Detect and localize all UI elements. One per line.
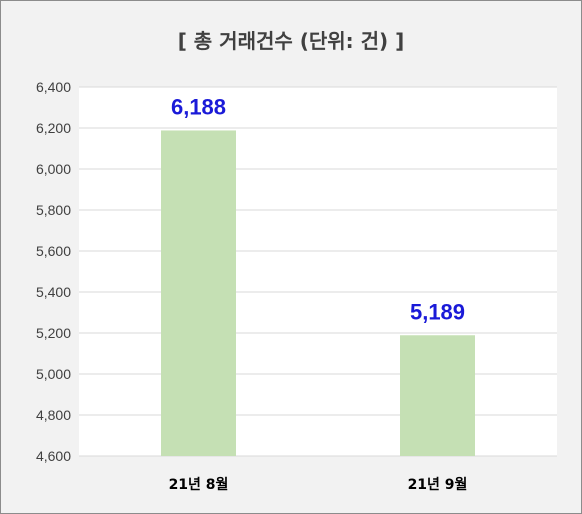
- x-category-label: 21년 8월: [169, 476, 229, 493]
- y-tick-label: 6,200: [36, 120, 71, 136]
- y-tick-label: 6,400: [36, 79, 71, 95]
- y-tick-label: 5,600: [36, 243, 71, 259]
- bars: [161, 130, 475, 456]
- x-axis-categories: 21년 8월 21년 9월: [169, 476, 468, 493]
- data-label: 6,188: [171, 94, 226, 119]
- y-tick-label: 4,600: [36, 448, 71, 464]
- bar: [161, 130, 236, 456]
- bar: [400, 335, 475, 456]
- chart-title: [ 총 거래건수 (단위: 건) ]: [177, 29, 405, 53]
- y-tick-label: 4,800: [36, 407, 71, 423]
- y-axis-ticks: 4,600 4,800 5,000 5,200 5,400 5,600 5,800 6,000…: [36, 79, 71, 464]
- y-tick-label: 5,400: [36, 284, 71, 300]
- gridlines: [79, 86, 557, 457]
- y-tick-label: 5,200: [36, 325, 71, 341]
- data-labels: 6,188 5,189: [171, 94, 465, 324]
- y-tick-label: 6,000: [36, 161, 71, 177]
- y-tick-label: 5,000: [36, 366, 71, 382]
- y-tick-label: 5,800: [36, 202, 71, 218]
- x-category-label: 21년 9월: [408, 476, 468, 493]
- plot-area: [79, 87, 557, 456]
- data-label: 5,189: [410, 299, 465, 324]
